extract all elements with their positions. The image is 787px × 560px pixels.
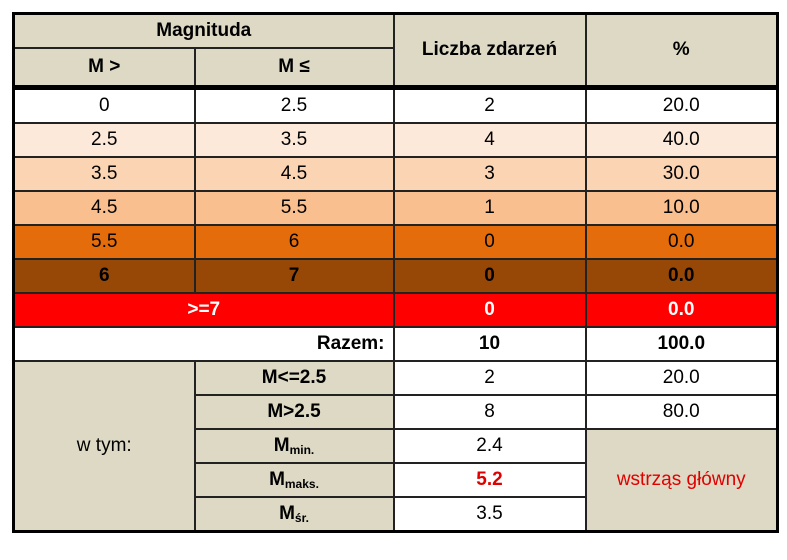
data-row: 2.5 3.5 4 40.0 bbox=[12, 122, 779, 158]
cell: M>2.5 bbox=[193, 394, 395, 430]
symbol: M bbox=[279, 503, 295, 524]
cell: 20.0 bbox=[584, 85, 779, 124]
cell: 0 bbox=[12, 85, 196, 124]
total-row: Razem: 10 100.0 bbox=[12, 326, 779, 362]
cell: 10 bbox=[392, 326, 587, 362]
cell: 30.0 bbox=[584, 156, 779, 192]
cell: 4.5 bbox=[12, 190, 196, 226]
cell: Razem: bbox=[12, 326, 395, 362]
cell: 3.5 bbox=[193, 122, 395, 158]
cell: Mśr. bbox=[193, 496, 395, 533]
data-row: 5.5 6 0 0.0 bbox=[12, 224, 779, 260]
cell: 1 bbox=[392, 190, 587, 226]
cell: 100.0 bbox=[584, 326, 779, 362]
cell: 0.0 bbox=[584, 292, 779, 328]
data-row: 6 7 0 0.0 bbox=[12, 258, 779, 294]
data-row: 3.5 4.5 3 30.0 bbox=[12, 156, 779, 192]
cell: 8 bbox=[392, 394, 587, 430]
symbol: M bbox=[273, 435, 290, 456]
cell: 2.4 bbox=[392, 428, 587, 464]
cell: 3.5 bbox=[392, 496, 587, 533]
cell: 20.0 bbox=[584, 360, 779, 396]
subscript: śr. bbox=[294, 511, 309, 525]
breakdown-row: M>2.5 8 80.0 bbox=[14, 394, 779, 430]
cell: 6 bbox=[193, 224, 395, 260]
note: wstrząs główny bbox=[584, 428, 779, 533]
symbol: M bbox=[269, 469, 285, 490]
data-row: 4.5 5.5 1 10.0 bbox=[12, 190, 779, 226]
cell: 10.0 bbox=[584, 190, 779, 226]
data-rows: 0 2.5 2 20.0 2.5 3.5 4 40.0 3.5 4.5 3 30.0 4.5 5.5 1 10… bbox=[12, 85, 779, 294]
breakdown-row: w tym: M<=2.5 2 20.0 bbox=[12, 360, 779, 533]
cell: 2 bbox=[392, 85, 587, 124]
over-row: >=7 0 0.0 bbox=[12, 292, 779, 328]
subscript: maks. bbox=[284, 477, 319, 491]
cell: 6 bbox=[12, 258, 196, 294]
header-cell: M ≤ bbox=[193, 47, 395, 89]
cell: 5.5 bbox=[12, 224, 196, 260]
stat-row: Mmin. 2.4 wstrząs główny bbox=[14, 428, 779, 533]
stat-row: Mmaks. 5.2 bbox=[14, 462, 778, 498]
cell: 0 bbox=[392, 292, 587, 328]
cell: Mmin. bbox=[193, 428, 395, 464]
cell: 4 bbox=[392, 122, 587, 158]
cell: 2 bbox=[392, 360, 587, 396]
cell: 2.5 bbox=[193, 85, 395, 124]
cell: Mmaks. bbox=[193, 462, 395, 498]
header-row: Magnituda Liczba zdarzeń % bbox=[12, 12, 779, 89]
cell: 3.5 bbox=[12, 156, 196, 192]
cell: 4.5 bbox=[193, 156, 395, 192]
cell: 0.0 bbox=[584, 224, 779, 260]
cell: 3 bbox=[392, 156, 587, 192]
header-cell: M > bbox=[12, 47, 196, 89]
header-cell: Liczba zdarzeń bbox=[392, 12, 587, 89]
stat-row: Mśr. 3.5 bbox=[14, 496, 778, 533]
cell: 0 bbox=[392, 258, 587, 294]
cell: 2.5 bbox=[12, 122, 196, 158]
cell: 7 bbox=[193, 258, 395, 294]
cell: 5.2 bbox=[392, 462, 587, 498]
data-row: 0 2.5 2 20.0 bbox=[12, 85, 779, 124]
header-cell: Magnituda bbox=[12, 12, 395, 49]
cell: 5.5 bbox=[193, 190, 395, 226]
header-cell: % bbox=[584, 12, 779, 89]
cell: 80.0 bbox=[584, 394, 779, 430]
cell: >=7 bbox=[12, 292, 395, 328]
magnitude-table: Magnituda Liczba zdarzeń % M > M ≤ 0 2.5 2… bbox=[12, 12, 779, 533]
cell: 0 bbox=[392, 224, 587, 260]
cell: 0.0 bbox=[584, 258, 779, 294]
subscript: min. bbox=[289, 443, 315, 457]
cell: w tym: bbox=[12, 360, 196, 533]
cell: 40.0 bbox=[584, 122, 779, 158]
cell: M<=2.5 bbox=[193, 360, 395, 396]
header-row: M > M ≤ bbox=[12, 47, 778, 89]
